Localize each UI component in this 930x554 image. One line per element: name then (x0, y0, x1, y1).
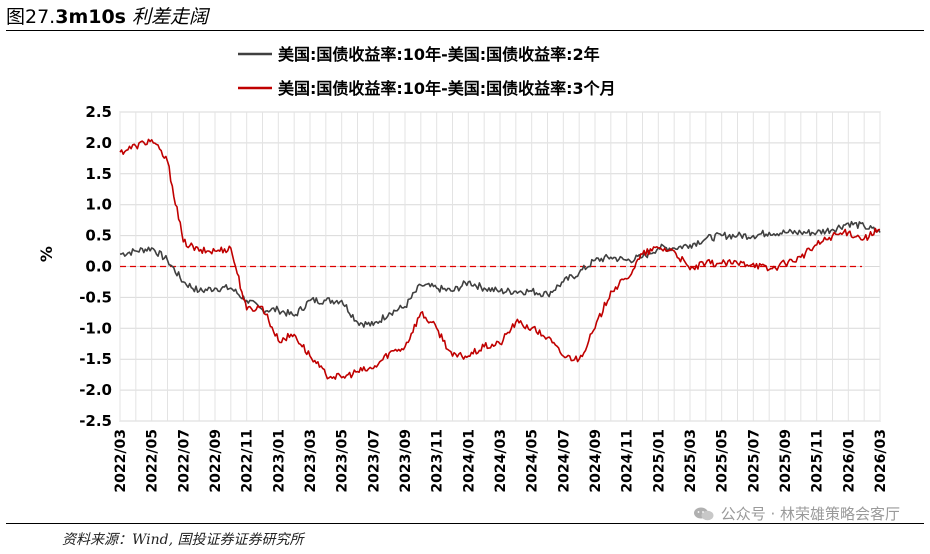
x-tick-label: 2022/11 (240, 429, 256, 493)
x-tick-label: 2024/07 (556, 429, 572, 493)
x-tick-label: 2024/09 (588, 429, 604, 493)
x-tick-label: 2025/11 (810, 429, 826, 493)
x-tick-label: 2024/03 (493, 429, 509, 493)
x-tick-label: 2024/01 (461, 429, 477, 493)
x-tick-label: 2022/07 (176, 429, 192, 493)
y-tick-label: 0.5 (85, 227, 112, 245)
y-tick-label: 2.0 (85, 134, 112, 152)
x-tick-label: 2023/03 (303, 429, 319, 493)
x-tick-label: 2025/01 (651, 429, 667, 493)
legend-entry-10y-2y: 美国:国债收益率:10年-美国:国债收益率:2年 (238, 45, 600, 64)
title-divider (6, 30, 924, 31)
footer-divider (6, 523, 924, 524)
series-10y-2y-line (119, 220, 881, 328)
y-tick-label: 2.5 (85, 103, 112, 121)
x-tick-label: 2023/05 (335, 429, 351, 493)
figure-title: 图27.3m10s 利差走阔 (6, 2, 208, 29)
y-tick-label: -1.5 (79, 350, 112, 368)
x-tick-label: 2025/05 (715, 429, 731, 493)
x-tick-label: 2022/05 (145, 429, 161, 493)
x-tick-label: 2024/11 (620, 429, 636, 493)
y-tick-label: 1.0 (85, 196, 112, 214)
legend-label: 美国:国债收益率:10年-美国:国债收益率:3个月 (278, 79, 616, 98)
watermark-text: 公众号 · 林荣雄策略会客厅 (720, 505, 900, 523)
x-tick-label: 2026/01 (841, 429, 857, 493)
x-tick-label: 2025/07 (746, 429, 762, 493)
x-tick-label: 2025/03 (683, 429, 699, 493)
watermark: 公众号 · 林荣雄策略会客厅 (693, 503, 900, 524)
figure-label: 图27. (6, 6, 56, 28)
x-tick-label: 2025/09 (778, 429, 794, 493)
x-tick-label: 2023/09 (398, 429, 414, 493)
y-tick-label: -1.0 (79, 319, 112, 337)
figure-title-bold: 3m10s (55, 6, 126, 28)
x-tick-label: 2022/09 (208, 429, 224, 493)
x-tick-label: 2023/11 (430, 429, 446, 493)
source-note: 资料来源：Wind, 国投证券证券研究所 (62, 532, 304, 548)
y-tick-label: 1.5 (85, 165, 112, 183)
series-10y-3m-line (119, 138, 881, 380)
y-tick-label: -0.5 (79, 288, 112, 306)
y-tick-label: -2.0 (79, 381, 112, 399)
y-tick-label: -2.5 (79, 412, 112, 430)
x-tick-label: 2022/03 (113, 429, 129, 493)
legend-entry-10y-3m: 美国:国债收益率:10年-美国:国债收益率:3个月 (238, 79, 616, 98)
x-tick-label: 2026/03 (873, 429, 889, 493)
x-tick-label: 2023/01 (271, 429, 287, 493)
y-axis-label: % (37, 246, 56, 262)
figure-title-suffix: 利差走阔 (126, 6, 209, 28)
x-tick-label: 2024/05 (525, 429, 541, 493)
y-tick-label: 0.0 (85, 258, 112, 276)
x-tick-label: 2023/07 (366, 429, 382, 493)
legend-label: 美国:国债收益率:10年-美国:国债收益率:2年 (278, 45, 600, 64)
wechat-icon (693, 507, 714, 520)
